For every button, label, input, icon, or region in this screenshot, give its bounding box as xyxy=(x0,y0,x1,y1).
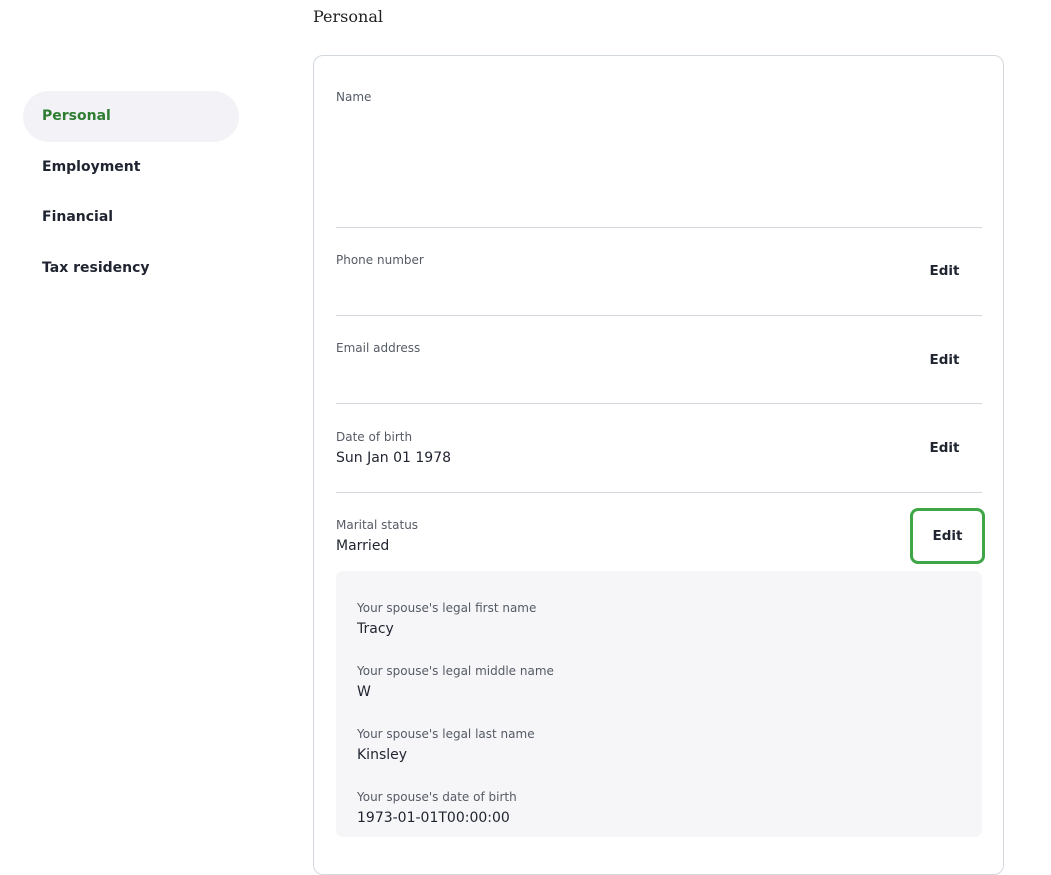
email-label: Email address xyxy=(336,341,421,355)
spouse-details: Your spouse's legal first name Tracy You… xyxy=(336,571,982,837)
email-row: Email address Edit xyxy=(336,316,982,404)
name-label: Name xyxy=(336,90,372,104)
spouse-middle-name: Your spouse's legal middle name W xyxy=(357,664,961,727)
sidebar-item-employment[interactable]: Employment xyxy=(42,158,141,175)
spouse-dob-label: Your spouse's date of birth xyxy=(357,790,517,804)
spouse-last-name-value: Kinsley xyxy=(357,747,408,763)
spouse-last-name: Your spouse's legal last name Kinsley xyxy=(357,727,961,790)
dob-edit-button[interactable]: Edit xyxy=(929,440,960,456)
sidebar-item-personal[interactable]: Personal xyxy=(23,91,239,142)
dob-row: Date of birth Sun Jan 01 1978 Edit xyxy=(336,404,982,493)
email-edit-button[interactable]: Edit xyxy=(929,352,960,368)
sidebar-item-tax-residency[interactable]: Tax residency xyxy=(42,259,150,276)
marital-edit-button[interactable]: Edit xyxy=(910,508,985,564)
name-row: Name xyxy=(336,56,982,228)
spouse-first-name-value: Tracy xyxy=(357,621,394,637)
dob-label: Date of birth xyxy=(336,430,413,444)
spouse-first-name: Your spouse's legal first name Tracy xyxy=(357,601,961,664)
dob-value: Sun Jan 01 1978 xyxy=(336,450,452,466)
spouse-dob-value: 1973-01-01T00:00:00 xyxy=(357,810,510,826)
personal-card: Name Phone number Edit Email address Edi… xyxy=(313,55,1004,875)
spouse-middle-name-label: Your spouse's legal middle name xyxy=(357,664,554,678)
page-title: Personal xyxy=(313,7,383,26)
marital-row: Marital status Married Edit Your spouse'… xyxy=(336,493,985,837)
spouse-last-name-label: Your spouse's legal last name xyxy=(357,727,535,741)
phone-edit-button[interactable]: Edit xyxy=(929,263,960,279)
marital-label: Marital status xyxy=(336,518,419,532)
marital-value: Married xyxy=(336,538,390,554)
phone-label: Phone number xyxy=(336,253,424,267)
phone-row: Phone number Edit xyxy=(336,228,982,316)
spouse-dob: Your spouse's date of birth 1973-01-01T0… xyxy=(357,790,961,853)
sidebar-nav: Personal Employment Financial Tax reside… xyxy=(23,91,239,293)
sidebar-item-financial[interactable]: Financial xyxy=(42,209,114,226)
spouse-middle-name-value: W xyxy=(357,684,371,700)
spouse-first-name-label: Your spouse's legal first name xyxy=(357,601,537,615)
